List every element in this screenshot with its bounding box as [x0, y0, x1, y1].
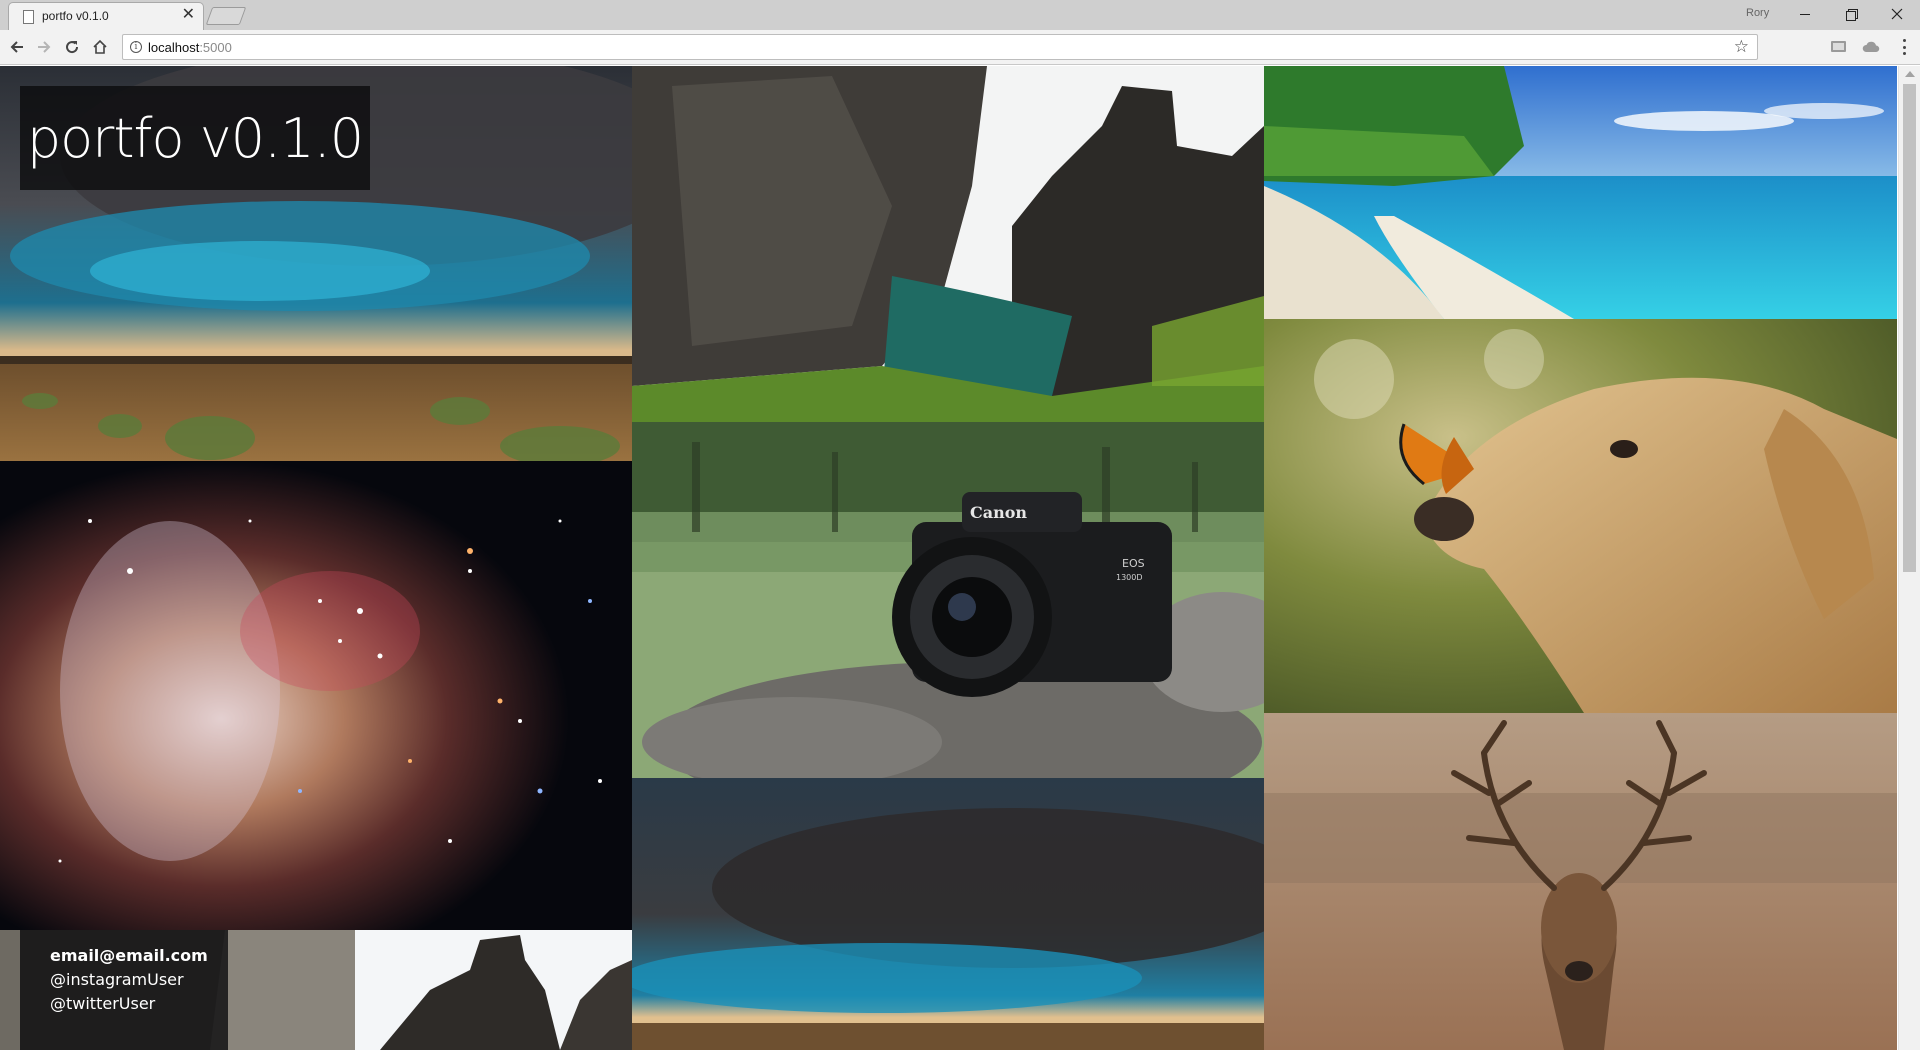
camera-image: Canon EOS 1300D	[632, 422, 1264, 778]
camera-model-label: EOS	[1122, 557, 1145, 570]
cloud-icon	[1862, 41, 1880, 52]
butterfly	[1399, 423, 1474, 494]
scroll-up-arrow-icon[interactable]	[1905, 71, 1915, 77]
camera-model-number: 1300D	[1116, 573, 1143, 582]
beach-image	[1264, 66, 1897, 319]
minimize-button[interactable]	[1782, 0, 1828, 28]
close-window-button[interactable]	[1874, 0, 1920, 28]
arrow-right-icon	[38, 41, 51, 53]
gallery-photo-rocky-cove[interactable]	[632, 66, 1264, 422]
url-text[interactable]: localhost:5000	[148, 40, 232, 55]
galaxy-image	[0, 461, 632, 930]
page-viewport: Canon EOS 1300D	[0, 66, 1920, 1050]
site-title: portfo v0.1.0	[26, 106, 364, 170]
storm-image-2	[632, 778, 1264, 1050]
contact-instagram-link[interactable]: @instagramUser	[50, 970, 184, 989]
arrow-left-icon	[10, 41, 23, 53]
gallery-photo-stag[interactable]	[1264, 713, 1897, 1050]
profile-name[interactable]: Rory	[1746, 7, 1770, 19]
tab-title: portfo v0.1.0	[42, 9, 109, 23]
forward-button[interactable]	[33, 36, 55, 58]
url-host: localhost	[148, 40, 200, 55]
bookmark-star-icon[interactable]: ☆	[1733, 37, 1749, 56]
reload-icon	[66, 41, 79, 54]
close-tab-icon[interactable]: ✕	[181, 6, 195, 23]
minimize-icon	[1800, 13, 1810, 15]
camera-brand-label: Canon	[970, 503, 1027, 522]
kebab-menu-icon[interactable]	[1896, 37, 1912, 57]
gallery-photo-galaxy[interactable]	[0, 461, 632, 930]
extension-cast-icon[interactable]	[1830, 39, 1848, 55]
back-button[interactable]	[6, 36, 28, 58]
contact-twitter-link[interactable]: @twitterUser	[50, 994, 156, 1013]
reload-button[interactable]	[61, 36, 83, 58]
new-tab-button[interactable]	[205, 7, 247, 25]
browser-toolbar: i localhost:5000 ☆	[0, 30, 1920, 65]
close-icon	[1891, 8, 1903, 20]
gallery-photo-dog-butterfly[interactable]	[1264, 319, 1897, 713]
site-title-box: portfo v0.1.0	[20, 86, 370, 190]
stag-image	[1264, 713, 1897, 1050]
gallery-photo-storm-prairie-2[interactable]	[632, 778, 1264, 1050]
address-bar[interactable]: i localhost:5000 ☆	[122, 34, 1758, 60]
vertical-scrollbar[interactable]	[1898, 66, 1920, 1050]
info-icon[interactable]: i	[130, 41, 142, 53]
restore-button[interactable]	[1828, 0, 1874, 28]
extension-cloud-icon[interactable]	[1862, 39, 1880, 55]
gallery-photo-camera[interactable]: Canon EOS 1300D	[632, 422, 1264, 778]
url-port: :5000	[199, 40, 232, 55]
browser-tab[interactable]: portfo v0.1.0 ✕	[8, 2, 204, 30]
cast-icon	[1831, 41, 1846, 52]
home-button[interactable]	[89, 36, 111, 58]
home-icon	[93, 39, 107, 54]
scroll-thumb[interactable]	[1903, 84, 1916, 572]
restore-icon	[1846, 9, 1858, 21]
dog-image	[1264, 319, 1897, 713]
page-icon	[23, 10, 34, 24]
contact-box: email@email.com @instagramUser @twitterU…	[20, 930, 228, 1050]
contact-email-link[interactable]: email@email.com	[50, 946, 208, 965]
cove-image	[632, 66, 1264, 422]
tab-strip: portfo v0.1.0 ✕ Rory	[0, 0, 1920, 30]
gallery-photo-beach[interactable]	[1264, 66, 1897, 319]
